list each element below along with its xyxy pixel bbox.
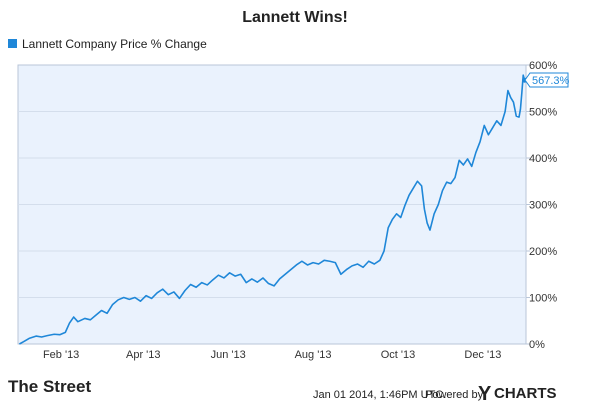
y-tick-label: 0% — [529, 339, 545, 351]
grid — [18, 111, 526, 298]
x-tick-label: Dec '13 — [464, 349, 501, 361]
series-line — [19, 74, 526, 345]
y-axis: 0% 100% 200% 300% 400% 500% 600% — [526, 60, 557, 351]
timestamp: Jan 01 2014, 1:46PM UTC. — [313, 389, 446, 401]
y-tick-label: 300% — [529, 200, 557, 212]
y-tick-label: 600% — [529, 60, 557, 72]
x-tick-label: Jun '13 — [211, 349, 246, 361]
chart-title: Lannett Wins! — [242, 9, 348, 26]
last-value-callout: 567.3% — [524, 72, 570, 88]
y-tick-label: 200% — [529, 246, 557, 258]
x-tick-label: Aug '13 — [295, 349, 332, 361]
y-tick-label: 100% — [529, 293, 557, 305]
last-value-label: 567.3% — [532, 75, 570, 87]
x-tick-label: Oct '13 — [381, 349, 416, 361]
y-tick-label: 400% — [529, 153, 557, 165]
legend-label: Lannett Company Price % Change — [22, 37, 207, 51]
thestreet-logo: The Street — [8, 377, 91, 396]
ycharts-logo-y: Y — [478, 383, 492, 405]
x-tick-label: Apr '13 — [126, 349, 161, 361]
x-axis: Feb '13 Apr '13 Jun '13 Aug '13 Oct '13 Dec '… — [43, 349, 501, 361]
x-tick-label: Feb '13 — [43, 349, 79, 361]
ycharts-logo-text: CHARTS — [494, 385, 557, 402]
y-tick-label: 500% — [529, 107, 557, 119]
footer: The Street Jan 01 2014, 1:46PM UTC. Powe… — [8, 377, 557, 405]
legend-swatch — [8, 39, 17, 48]
powered-by-label: Powered by — [425, 389, 484, 401]
